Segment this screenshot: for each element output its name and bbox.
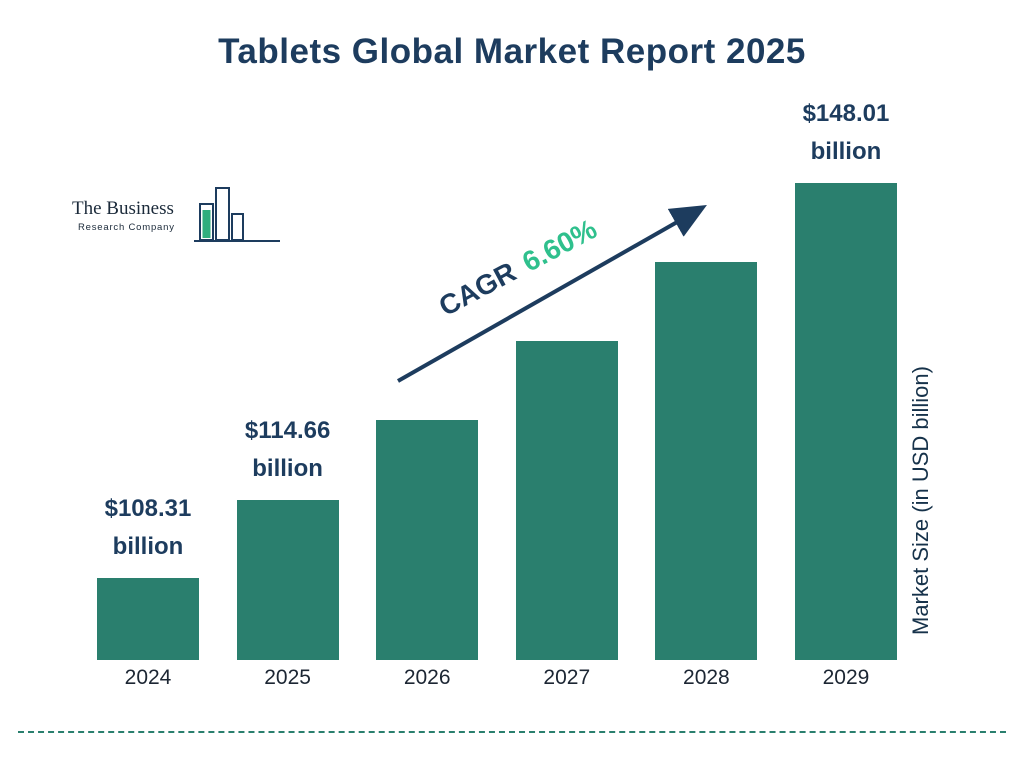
x-tick-2027: 2027 — [543, 666, 591, 689]
chart-title: Tablets Global Market Report 2025 — [218, 32, 806, 71]
x-tick-2024: 2024 — [124, 666, 172, 689]
value-unit: billion — [112, 533, 184, 560]
logo-text-line1: The Business — [72, 198, 174, 219]
bar-group-2027 — [515, 341, 618, 660]
value-label-2029: $148.01 billion — [803, 95, 890, 171]
value-amount: $108.31 — [104, 495, 192, 522]
bar-group-2024: $108.31 billion — [97, 490, 199, 660]
bar-2026 — [376, 420, 479, 660]
x-tick-2029: 2029 — [822, 666, 870, 689]
bar-2025 — [236, 500, 339, 660]
growth-arrow — [397, 205, 707, 383]
value-label-2024: $108.31 billion — [105, 490, 192, 566]
value-amount: $114.66 — [244, 417, 331, 444]
value-amount: $148.01 — [802, 100, 890, 127]
bar-2028 — [655, 262, 758, 660]
bar-group-2026 — [376, 420, 479, 660]
logo-bars-icon — [194, 187, 280, 242]
bar-2029 — [794, 183, 897, 660]
x-tick-2028: 2028 — [683, 666, 730, 689]
value-label-2025: $114.66 billion — [245, 412, 330, 488]
x-axis-labels: 2024 2025 2026 2027 2028 2029 — [97, 666, 897, 690]
bar-group-2028 — [655, 262, 758, 660]
bottom-dashed-divider — [18, 731, 1006, 733]
bar-group-2029: $148.01 billion — [794, 95, 897, 660]
value-unit: billion — [252, 455, 323, 482]
bar-2024 — [97, 578, 199, 660]
company-logo: The Business Research Company — [72, 180, 287, 252]
bar-2027 — [515, 341, 618, 660]
bar-group-2025: $114.66 billion — [236, 412, 339, 660]
logo-text-line2: Research Company — [78, 222, 175, 233]
x-tick-2026: 2026 — [403, 666, 451, 689]
company-logo-graphic: The Business Research Company — [72, 187, 280, 242]
bar-chart: $108.31 billion $114.66 billion $148.01 … — [97, 100, 897, 660]
x-tick-2025: 2025 — [264, 666, 311, 689]
y-axis-title: Market Size (in USD billion) — [908, 366, 933, 636]
value-unit: billion — [810, 138, 882, 165]
